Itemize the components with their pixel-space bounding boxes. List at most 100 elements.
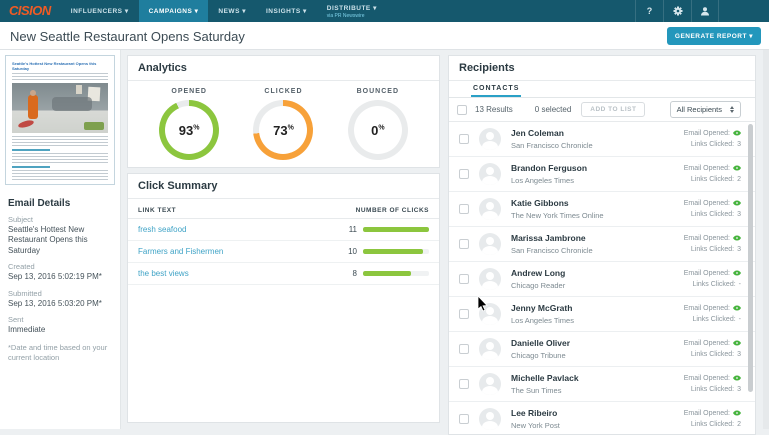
donut-chart: CLICKED 73% xyxy=(253,88,314,160)
links-clicked-label: Links Clicked: xyxy=(690,351,735,358)
clicked-link[interactable]: Farmers and Fishermen xyxy=(138,247,224,256)
click-summary-row: the best views 8 xyxy=(128,263,439,285)
donut-ring: 73% xyxy=(253,100,314,160)
analytics-title: Analytics xyxy=(128,56,439,81)
contact-row[interactable]: Jenny McGrath Los Angeles Times Email Op… xyxy=(449,297,755,332)
recipients-panel: Recipients CONTACTS 13 Results 0 selecte… xyxy=(448,55,756,435)
page-scrollbar-track[interactable] xyxy=(763,50,769,429)
contact-checkbox[interactable] xyxy=(459,169,469,179)
contact-checkbox[interactable] xyxy=(459,239,469,249)
contact-name[interactable]: Brandon Ferguson xyxy=(511,163,588,173)
avatar-body xyxy=(482,281,498,290)
selected-count: 0 selected xyxy=(534,105,572,114)
links-clicked-label: Links Clicked: xyxy=(690,211,735,218)
avatar xyxy=(479,268,501,290)
nav-item[interactable]: INSIGHTS ▾ xyxy=(256,0,317,22)
contact-checkbox[interactable] xyxy=(459,379,469,389)
email-opened-label: Email Opened: xyxy=(683,164,730,172)
cision-logo[interactable]: CISION xyxy=(9,3,51,18)
settings-button[interactable] xyxy=(663,0,691,22)
links-clicked-value: - xyxy=(738,281,741,288)
donut-charts: OPENED 93% CLICKED 73% BOUNCED 0% xyxy=(128,81,439,160)
links-clicked-line: Links Clicked: - xyxy=(684,314,741,325)
contact-checkbox[interactable] xyxy=(459,309,469,319)
contact-info: Jen Coleman San Francisco Chronicle xyxy=(511,128,684,150)
email-opened-line: Email Opened: xyxy=(684,163,741,174)
contact-outlet: Los Angeles Times xyxy=(511,316,574,325)
eye-icon xyxy=(733,270,741,276)
preview-link-line xyxy=(12,149,51,151)
email-opened-line: Email Opened: xyxy=(684,198,741,209)
contact-name[interactable]: Lee Ribeiro xyxy=(511,408,558,418)
email-detail-field: Submitted Sep 13, 2016 5:03:20 PM* xyxy=(8,289,112,309)
click-summary-rows: fresh seafood 11 Farmers and Fishermen 1… xyxy=(128,219,439,285)
donut-label: OPENED xyxy=(171,88,207,95)
contact-stats: Email Opened: Links Clicked: 3 xyxy=(684,233,741,255)
photo-fish xyxy=(17,119,35,129)
contact-row[interactable]: Danielle Oliver Chicago Tribune Email Op… xyxy=(449,332,755,367)
avatar xyxy=(479,163,501,185)
links-clicked-line: Links Clicked: 2 xyxy=(684,174,741,185)
links-clicked-value: 3 xyxy=(737,211,741,218)
help-button[interactable]: ? xyxy=(635,0,663,22)
contact-stats: Email Opened: Links Clicked: 3 xyxy=(684,338,741,360)
contact-outlet: Chicago Tribune xyxy=(511,351,566,360)
eye-icon xyxy=(733,165,741,171)
avatar-head xyxy=(486,307,494,315)
clicked-link[interactable]: fresh seafood xyxy=(138,225,187,234)
results-count: 13 Results xyxy=(475,105,513,114)
email-sidebar: Seattle's Hottest New Restaurant Opens t… xyxy=(0,50,121,429)
list-scrollbar-thumb[interactable] xyxy=(748,124,753,392)
add-to-list-button[interactable]: ADD TO LIST xyxy=(581,102,646,117)
contact-row[interactable]: Jen Coleman San Francisco Chronicle Emai… xyxy=(449,122,755,157)
nav-item[interactable]: NEWS ▾ xyxy=(208,0,256,22)
click-bar-fill xyxy=(363,227,429,232)
nav-item[interactable]: INFLUENCERS ▾ xyxy=(61,0,139,22)
nav-item[interactable]: DISTRIBUTE ▾ via PR Newswire xyxy=(317,0,387,22)
contact-outlet: Los Angeles Times xyxy=(511,176,574,185)
clicked-link[interactable]: the best views xyxy=(138,269,189,278)
contact-checkbox[interactable] xyxy=(459,204,469,214)
contact-row[interactable]: Lee Ribeiro New York Post Email Opened: … xyxy=(449,402,755,434)
tab-contacts[interactable]: CONTACTS xyxy=(471,81,522,97)
avatar-body xyxy=(482,211,498,220)
field-value: Immediate xyxy=(8,324,46,334)
recipients-tabs: CONTACTS xyxy=(449,81,755,98)
click-summary-columns: LINK TEXT NUMBER OF CLICKS xyxy=(128,199,439,219)
contact-row[interactable]: Andrew Long Chicago Reader Email Opened:… xyxy=(449,262,755,297)
contact-checkbox[interactable] xyxy=(459,414,469,424)
contact-checkbox[interactable] xyxy=(459,274,469,284)
contact-name[interactable]: Andrew Long xyxy=(511,268,566,278)
generate-report-button[interactable]: GENERATE REPORT ▾ xyxy=(666,27,761,45)
column-number-of-clicks: NUMBER OF CLICKS xyxy=(355,207,429,214)
field-value: Sep 13, 2016 5:03:20 PM* xyxy=(8,298,102,308)
select-all-checkbox[interactable] xyxy=(457,104,467,115)
nav-item-label: INSIGHTS ▾ xyxy=(265,8,307,15)
contact-row[interactable]: Katie Gibbons The New York Times Online … xyxy=(449,192,755,227)
contact-outlet: San Francisco Chronicle xyxy=(511,246,593,255)
account-button[interactable] xyxy=(691,0,719,22)
contact-row[interactable]: Marissa Jambrone San Francisco Chronicle… xyxy=(449,227,755,262)
help-icon: ? xyxy=(646,6,653,16)
contact-name[interactable]: Danielle Oliver xyxy=(511,338,571,348)
contact-name[interactable]: Marissa Jambrone xyxy=(511,233,586,243)
avatar-head xyxy=(486,412,494,420)
avatar-head xyxy=(486,167,494,175)
contact-stats: Email Opened: Links Clicked: - xyxy=(684,268,741,290)
contact-row[interactable]: Michelle Pavlack The Sun Times Email Ope… xyxy=(449,367,755,402)
contact-name[interactable]: Jenny McGrath xyxy=(511,303,573,313)
avatar xyxy=(479,303,501,325)
email-opened-label: Email Opened: xyxy=(683,129,730,137)
eye-icon xyxy=(733,200,741,206)
contact-row[interactable]: Brandon Ferguson Los Angeles Times Email… xyxy=(449,157,755,192)
email-preview-thumbnail[interactable]: Seattle's Hottest New Restaurant Opens t… xyxy=(5,55,115,185)
contact-name[interactable]: Katie Gibbons xyxy=(511,198,569,208)
contact-outlet: San Francisco Chronicle xyxy=(511,141,593,150)
contact-name[interactable]: Michelle Pavlack xyxy=(511,373,579,383)
contact-name[interactable]: Jen Coleman xyxy=(511,128,564,138)
contact-checkbox[interactable] xyxy=(459,134,469,144)
recipients-filter-dropdown[interactable]: All Recipients xyxy=(669,101,741,118)
nav-item[interactable]: CAMPAIGNS ▾ xyxy=(138,0,209,22)
click-count: 8 xyxy=(352,269,357,278)
contact-checkbox[interactable] xyxy=(459,344,469,354)
